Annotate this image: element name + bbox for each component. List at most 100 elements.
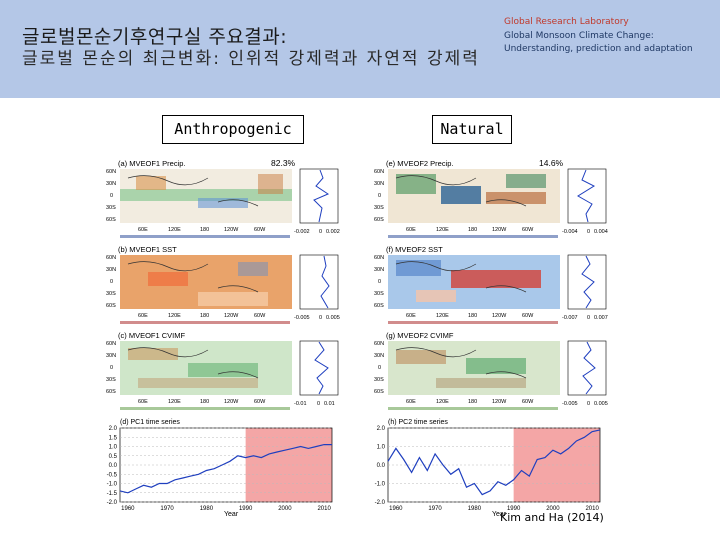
lat-label: 60S <box>106 217 116 223</box>
side-tick: 0 <box>587 229 590 235</box>
y-tick-label: 1.5 <box>109 435 118 441</box>
lat-label: 60N <box>106 255 116 261</box>
panel-e-pct: 14.6% <box>539 158 564 168</box>
y-tick-label: -0.5 <box>107 472 118 478</box>
lat-label: 30S <box>106 377 116 383</box>
lon-label: 120W <box>492 399 507 405</box>
x-tick-label: 1960 <box>389 506 403 512</box>
side-tick: -0.002 <box>294 229 310 235</box>
lab-name: Global Research Laboratory <box>504 17 629 27</box>
lon-label: 120E <box>168 227 181 233</box>
lat-label: 30S <box>374 205 384 211</box>
y-tick-label: 0.0 <box>109 463 118 469</box>
x-axis-label: Year <box>492 511 507 518</box>
title-line-2: 글로벌 몬순의 최근변화: 인위적 강제력과 자연적 강제력 <box>22 49 480 69</box>
pc1-time-series-chart: (d) PC1 time series Year 2.0 1.5 1.0 0.5 0.0… <box>107 419 333 518</box>
lat-label: 60N <box>106 341 116 347</box>
side-tick: -0.01 <box>294 401 307 407</box>
lon-label: 120W <box>492 227 507 233</box>
map-image <box>120 255 292 309</box>
panel-a-pct: 82.3% <box>271 158 296 168</box>
side-tick: 0.005 <box>326 315 340 321</box>
lon-label: 120W <box>224 227 239 233</box>
lat-label: 60S <box>374 303 384 309</box>
side-tick: -0.005 <box>562 401 578 407</box>
chart-title: (d) PC1 time series <box>120 419 180 426</box>
x-tick-label: 2010 <box>585 506 599 512</box>
y-tick-label: 1.0 <box>109 445 118 451</box>
side-tick: 0 <box>319 315 322 321</box>
lon-label: 60W <box>522 313 534 319</box>
lat-label: 30N <box>106 267 116 273</box>
lat-label: 0 <box>378 279 381 285</box>
lat-label: 30N <box>374 181 384 187</box>
lat-label: 30S <box>106 205 116 211</box>
lat-label: 60S <box>106 389 116 395</box>
panel-e-title: (e) MVEOF2 Precip. <box>386 159 454 168</box>
side-tick: 0.007 <box>594 315 608 321</box>
y-tick-label: -1.0 <box>375 482 386 488</box>
side-tick: -0.007 <box>562 315 578 321</box>
lat-label: 60S <box>106 303 116 309</box>
panel-f-title: (f) MVEOF2 SST <box>386 245 443 254</box>
side-tick: 0 <box>587 401 590 407</box>
project-title-line-1: Global Monsoon Climate Change: <box>504 31 654 41</box>
lon-label: 60E <box>138 227 148 233</box>
lat-label: 30S <box>106 291 116 297</box>
lat-label: 0 <box>378 193 381 199</box>
x-tick-label: 1970 <box>160 506 174 512</box>
x-tick-label: 2000 <box>546 506 560 512</box>
lon-label: 60W <box>522 227 534 233</box>
panel-e-precip-map: (e) MVEOF2 Precip. 14.6% 60N 30N 0 30S 6… <box>374 158 608 238</box>
y-tick-label: 2.0 <box>109 426 118 432</box>
lon-label: 120E <box>168 399 181 405</box>
lat-label: 30N <box>374 353 384 359</box>
lat-label: 0 <box>110 365 113 371</box>
lon-label: 60E <box>138 399 148 405</box>
title-line-1: 글로벌몬순기후연구실 주요결과: <box>22 26 288 48</box>
panel-c-title: (c) MVEOF1 CVIMF <box>118 331 186 340</box>
x-tick-label: 2000 <box>278 506 292 512</box>
lat-label: 0 <box>110 279 113 285</box>
lon-label: 60W <box>254 313 266 319</box>
lon-label: 120E <box>436 227 449 233</box>
side-tick: 0.01 <box>324 401 335 407</box>
x-tick-label: 1980 <box>200 506 214 512</box>
lat-label: 30N <box>374 267 384 273</box>
x-tick-label: 1990 <box>239 506 253 512</box>
side-tick: 0 <box>317 401 320 407</box>
panel-f-sst-map: (f) MVEOF2 SST 60N 30N 0 30S 60S 60E 120… <box>374 245 608 324</box>
y-tick-label: -1.0 <box>107 482 118 488</box>
lat-label: 60S <box>374 217 384 223</box>
lat-label: 60N <box>374 169 384 175</box>
lon-label: 180 <box>468 227 477 233</box>
lon-label: 60W <box>254 227 266 233</box>
y-tick-label: -2.0 <box>375 500 386 506</box>
natural-label: Natural <box>432 115 512 144</box>
side-tick: 0 <box>319 229 322 235</box>
lon-label: 120W <box>224 313 239 319</box>
panel-b-sst-map: (b) MVEOF1 SST 60N 30N 0 30S 60S 60E 120… <box>106 245 340 324</box>
side-tick: -0.005 <box>294 315 310 321</box>
y-tick-label: 1.0 <box>377 445 386 451</box>
y-tick-label: 0.5 <box>109 454 118 460</box>
side-tick: 0.002 <box>326 229 340 235</box>
panel-a-title: (a) MVEOF1 Precip. <box>118 159 186 168</box>
y-tick-label: -2.0 <box>107 500 118 506</box>
lon-label: 120W <box>224 399 239 405</box>
lon-label: 120E <box>436 313 449 319</box>
lon-label: 120E <box>436 399 449 405</box>
zonal-mean-profile <box>567 254 607 310</box>
map-image <box>120 341 292 395</box>
lon-label: 60E <box>406 313 416 319</box>
x-tick-label: 1970 <box>428 506 442 512</box>
y-tick-label: 2.0 <box>377 426 386 432</box>
zonal-mean-profile <box>299 340 339 396</box>
map-image <box>388 341 560 395</box>
lon-label: 180 <box>200 399 209 405</box>
lat-label: 30S <box>374 377 384 383</box>
lon-label: 60E <box>406 399 416 405</box>
side-tick: -0.004 <box>562 229 578 235</box>
lon-label: 120W <box>492 313 507 319</box>
side-tick: 0.004 <box>594 229 608 235</box>
